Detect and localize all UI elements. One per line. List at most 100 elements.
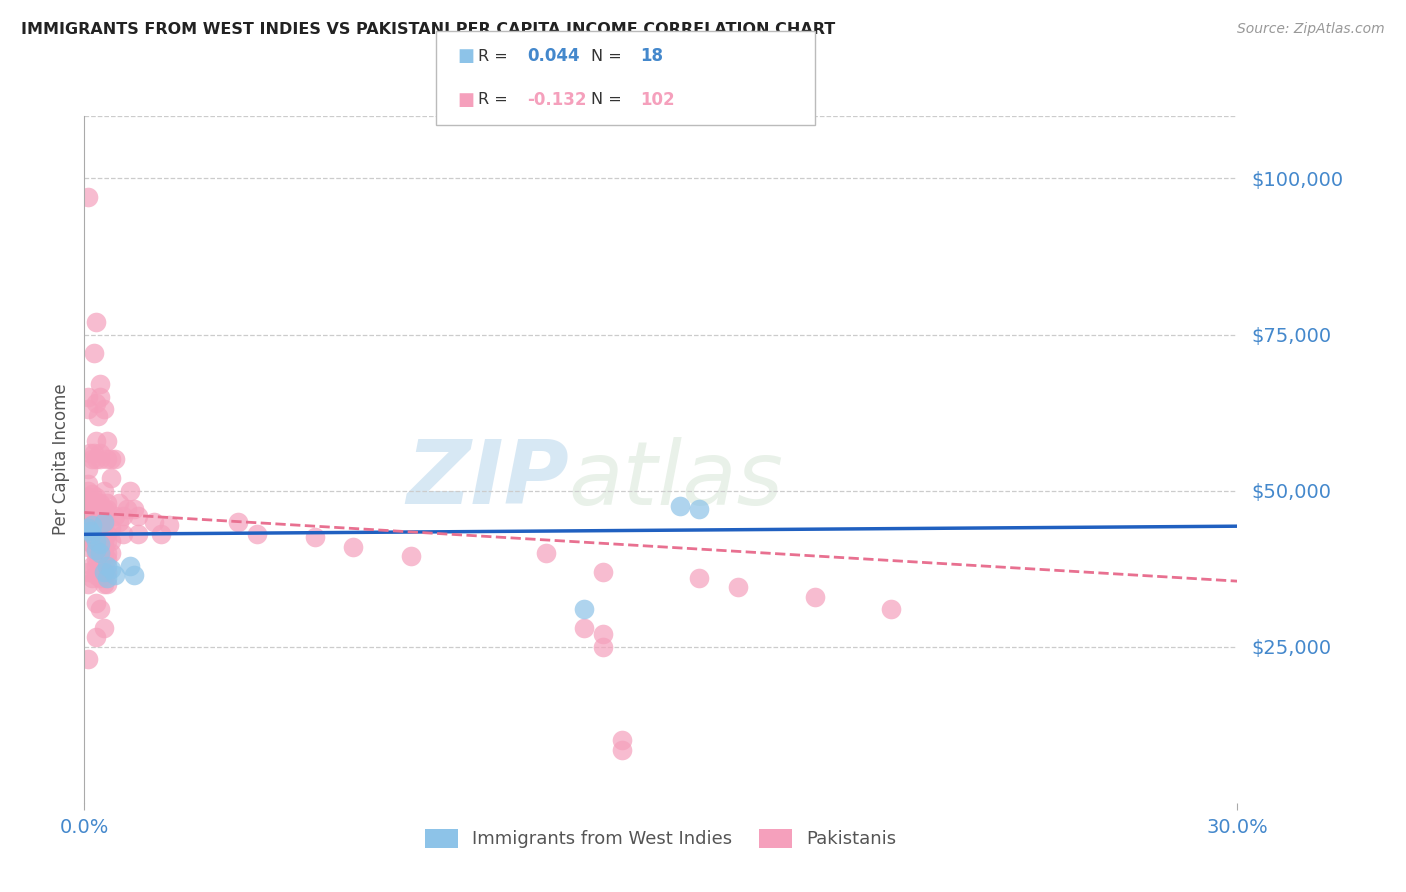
Point <box>84 396 107 410</box>
Point <box>89 524 111 538</box>
Point <box>108 515 131 529</box>
Point <box>304 530 326 544</box>
Y-axis label: Per Capita Income: Per Capita Income <box>52 384 70 535</box>
Point <box>89 390 111 404</box>
Point <box>77 508 100 523</box>
Point <box>688 502 710 516</box>
Point <box>727 581 749 595</box>
Point <box>84 558 107 573</box>
Point <box>79 530 101 544</box>
Point <box>89 546 111 560</box>
Point <box>77 490 100 504</box>
Text: N =: N = <box>591 49 627 63</box>
Point <box>89 571 111 585</box>
Point <box>572 602 595 616</box>
Point <box>399 549 422 564</box>
Point <box>572 621 595 635</box>
Point <box>84 315 107 329</box>
Point <box>77 496 100 510</box>
Point <box>100 546 122 560</box>
Point <box>89 602 111 616</box>
Point <box>83 446 105 460</box>
Point <box>80 524 103 538</box>
Point <box>93 517 115 532</box>
Point <box>84 521 107 535</box>
Point <box>77 521 100 535</box>
Text: IMMIGRANTS FROM WEST INDIES VS PAKISTANI PER CAPITA INCOME CORRELATION CHART: IMMIGRANTS FROM WEST INDIES VS PAKISTANI… <box>21 22 835 37</box>
Point <box>226 515 249 529</box>
Text: atlas: atlas <box>568 437 783 523</box>
Point <box>127 508 149 523</box>
Text: ZIP: ZIP <box>406 436 568 524</box>
Legend: Immigrants from West Indies, Pakistanis: Immigrants from West Indies, Pakistanis <box>418 822 904 855</box>
Point <box>93 527 115 541</box>
Point <box>77 577 100 591</box>
Point <box>89 565 111 579</box>
Point <box>93 402 115 417</box>
Point <box>93 502 115 516</box>
Point <box>84 490 107 504</box>
Point <box>80 517 103 532</box>
Point <box>89 536 111 550</box>
Point <box>87 409 110 423</box>
Point <box>108 496 131 510</box>
Point <box>100 562 122 576</box>
Point <box>96 565 118 579</box>
Point <box>669 500 692 514</box>
Point <box>89 530 111 544</box>
Point <box>150 527 173 541</box>
Point <box>84 515 107 529</box>
Point <box>77 517 100 532</box>
Point <box>84 546 107 560</box>
Point <box>80 452 103 467</box>
Point <box>79 505 101 519</box>
Point <box>93 552 115 566</box>
Point <box>80 571 103 585</box>
Point <box>96 552 118 566</box>
Point <box>89 549 111 564</box>
Point <box>96 533 118 548</box>
Point <box>89 536 111 550</box>
Point <box>96 434 118 448</box>
Point <box>80 492 103 507</box>
Point <box>96 577 118 591</box>
Point <box>77 190 100 204</box>
Point <box>104 568 127 582</box>
Point <box>77 565 100 579</box>
Text: Source: ZipAtlas.com: Source: ZipAtlas.com <box>1237 22 1385 37</box>
Point <box>80 527 103 541</box>
Point <box>77 477 100 491</box>
Point <box>104 452 127 467</box>
Point <box>77 462 100 476</box>
Point <box>96 558 118 573</box>
Point <box>84 527 107 541</box>
Point <box>79 524 101 538</box>
Point <box>688 571 710 585</box>
Point <box>84 533 107 548</box>
Point <box>89 446 111 460</box>
Point <box>96 527 118 541</box>
Point <box>246 527 269 541</box>
Point <box>83 346 105 360</box>
Point <box>96 496 118 510</box>
Point <box>93 533 115 548</box>
Point <box>77 521 100 535</box>
Point <box>100 452 122 467</box>
Point <box>79 446 101 460</box>
Point <box>77 402 100 417</box>
Point <box>77 511 100 525</box>
Point <box>592 627 614 641</box>
Point <box>93 515 115 529</box>
Point <box>124 502 146 516</box>
Point <box>96 502 118 516</box>
Point <box>77 652 100 666</box>
Point <box>84 552 107 566</box>
Point <box>534 546 557 560</box>
Text: ■: ■ <box>457 47 474 65</box>
Point <box>96 571 118 585</box>
Point <box>124 568 146 582</box>
Point <box>803 590 825 604</box>
Point <box>104 508 127 523</box>
Point <box>84 568 107 582</box>
Point <box>80 558 103 573</box>
